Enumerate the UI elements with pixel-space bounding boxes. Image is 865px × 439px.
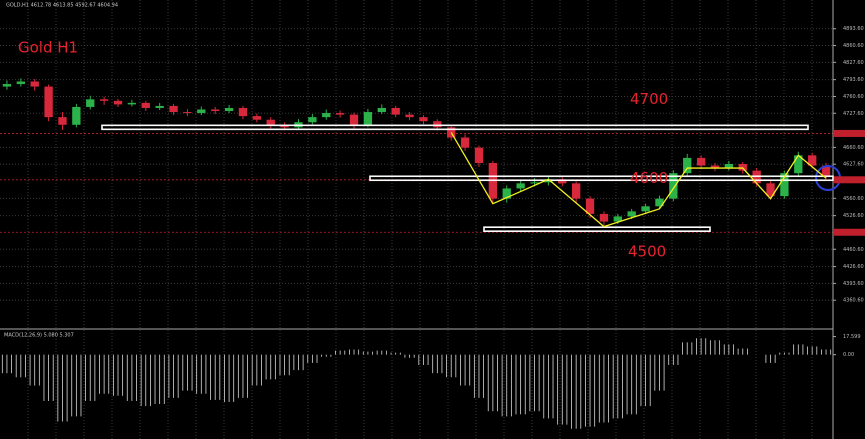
level-label: 4500 xyxy=(628,243,666,261)
candle-body xyxy=(2,84,12,87)
y-tick-label: 4660.60 xyxy=(843,145,864,151)
candle-body xyxy=(58,117,67,125)
candle-body xyxy=(738,164,747,171)
y-tick-label: 4393.60 xyxy=(843,281,864,287)
candle-body xyxy=(266,119,275,125)
candle-body xyxy=(641,206,650,212)
candle-body xyxy=(16,81,25,85)
chart-header: GOLD,H1 4612.78 4613.85 4592.67 4604.94 xyxy=(6,3,118,9)
candle-body xyxy=(724,164,734,169)
candle-body xyxy=(405,114,414,118)
price-tag xyxy=(834,176,865,184)
y-tick-label: 4760.60 xyxy=(843,94,864,100)
candle-body xyxy=(72,106,81,125)
candle-body xyxy=(86,99,95,107)
candle-body xyxy=(308,117,317,123)
candle-body xyxy=(669,173,678,199)
candle-body xyxy=(627,211,636,217)
macd-label: MACD(12,26,9) 5.080 5.307 xyxy=(4,333,74,339)
y-tick-label: 4526.60 xyxy=(843,213,864,219)
plot xyxy=(0,78,833,429)
candle-body xyxy=(252,116,262,120)
candle-body xyxy=(211,109,220,112)
candle-body xyxy=(558,179,567,184)
macd-y-tick-label: 17.599 xyxy=(843,334,861,340)
candle-body xyxy=(113,100,123,105)
candle-body xyxy=(460,137,470,148)
candle-body xyxy=(322,113,331,118)
y-tick-label: 4793.60 xyxy=(843,77,864,83)
level-box xyxy=(369,175,834,182)
candle-body xyxy=(794,155,803,174)
candle-body xyxy=(655,198,664,207)
y-tick-label: 4426.60 xyxy=(843,264,864,270)
candle-body xyxy=(197,109,206,114)
candle-body xyxy=(696,157,706,166)
y-tick-label: 4460.60 xyxy=(843,247,864,253)
candle-body xyxy=(821,165,831,176)
level-label: 4700 xyxy=(630,90,668,108)
candle-body xyxy=(433,121,442,128)
y-tick-label: 4827.60 xyxy=(843,60,864,66)
candle-body xyxy=(808,155,817,166)
y-tick-label: 4360.60 xyxy=(843,298,864,304)
candle-body xyxy=(585,198,595,214)
candle-body xyxy=(30,81,39,87)
level-label: 4600 xyxy=(630,169,668,187)
y-tick-label: 4893.60 xyxy=(843,26,864,32)
candle-body xyxy=(169,105,178,113)
candle-body xyxy=(349,114,359,125)
zigzag-line xyxy=(450,132,827,228)
price-tag xyxy=(834,129,865,137)
candle-body xyxy=(141,102,150,108)
candle-body xyxy=(44,86,53,118)
candle-body xyxy=(613,216,622,222)
candle-body xyxy=(571,183,581,199)
y-tick-label: 4860.60 xyxy=(843,43,864,49)
candle-body xyxy=(599,213,609,222)
level-box xyxy=(483,226,711,232)
candle-body xyxy=(780,173,789,197)
candle-body xyxy=(335,113,345,115)
chart-title: Gold H1 xyxy=(18,39,78,57)
candle-body xyxy=(683,157,692,174)
candle-body xyxy=(419,117,428,122)
candle-body xyxy=(127,102,137,105)
y-tick-label: 4560.60 xyxy=(843,196,864,202)
candle-body xyxy=(474,147,484,163)
candle-body xyxy=(377,107,386,113)
candle-body xyxy=(447,127,456,138)
candle-body xyxy=(516,183,525,189)
candle-body xyxy=(766,183,775,197)
candle-body xyxy=(224,107,234,112)
candle-body xyxy=(99,99,109,101)
candle-body xyxy=(183,112,192,114)
candle-body xyxy=(238,107,248,117)
candle-body xyxy=(710,165,720,169)
candle-body xyxy=(155,105,164,108)
y-tick-label: 4727.60 xyxy=(843,111,864,117)
candle-body xyxy=(530,182,539,184)
y-tick-label: 4627.60 xyxy=(843,162,864,168)
candle-body xyxy=(502,188,511,199)
price-tag xyxy=(834,228,865,236)
level-box xyxy=(101,124,809,131)
candle-body xyxy=(363,112,373,125)
candle-body xyxy=(391,107,400,115)
macd-y-tick-label: 0.00 xyxy=(843,352,854,358)
